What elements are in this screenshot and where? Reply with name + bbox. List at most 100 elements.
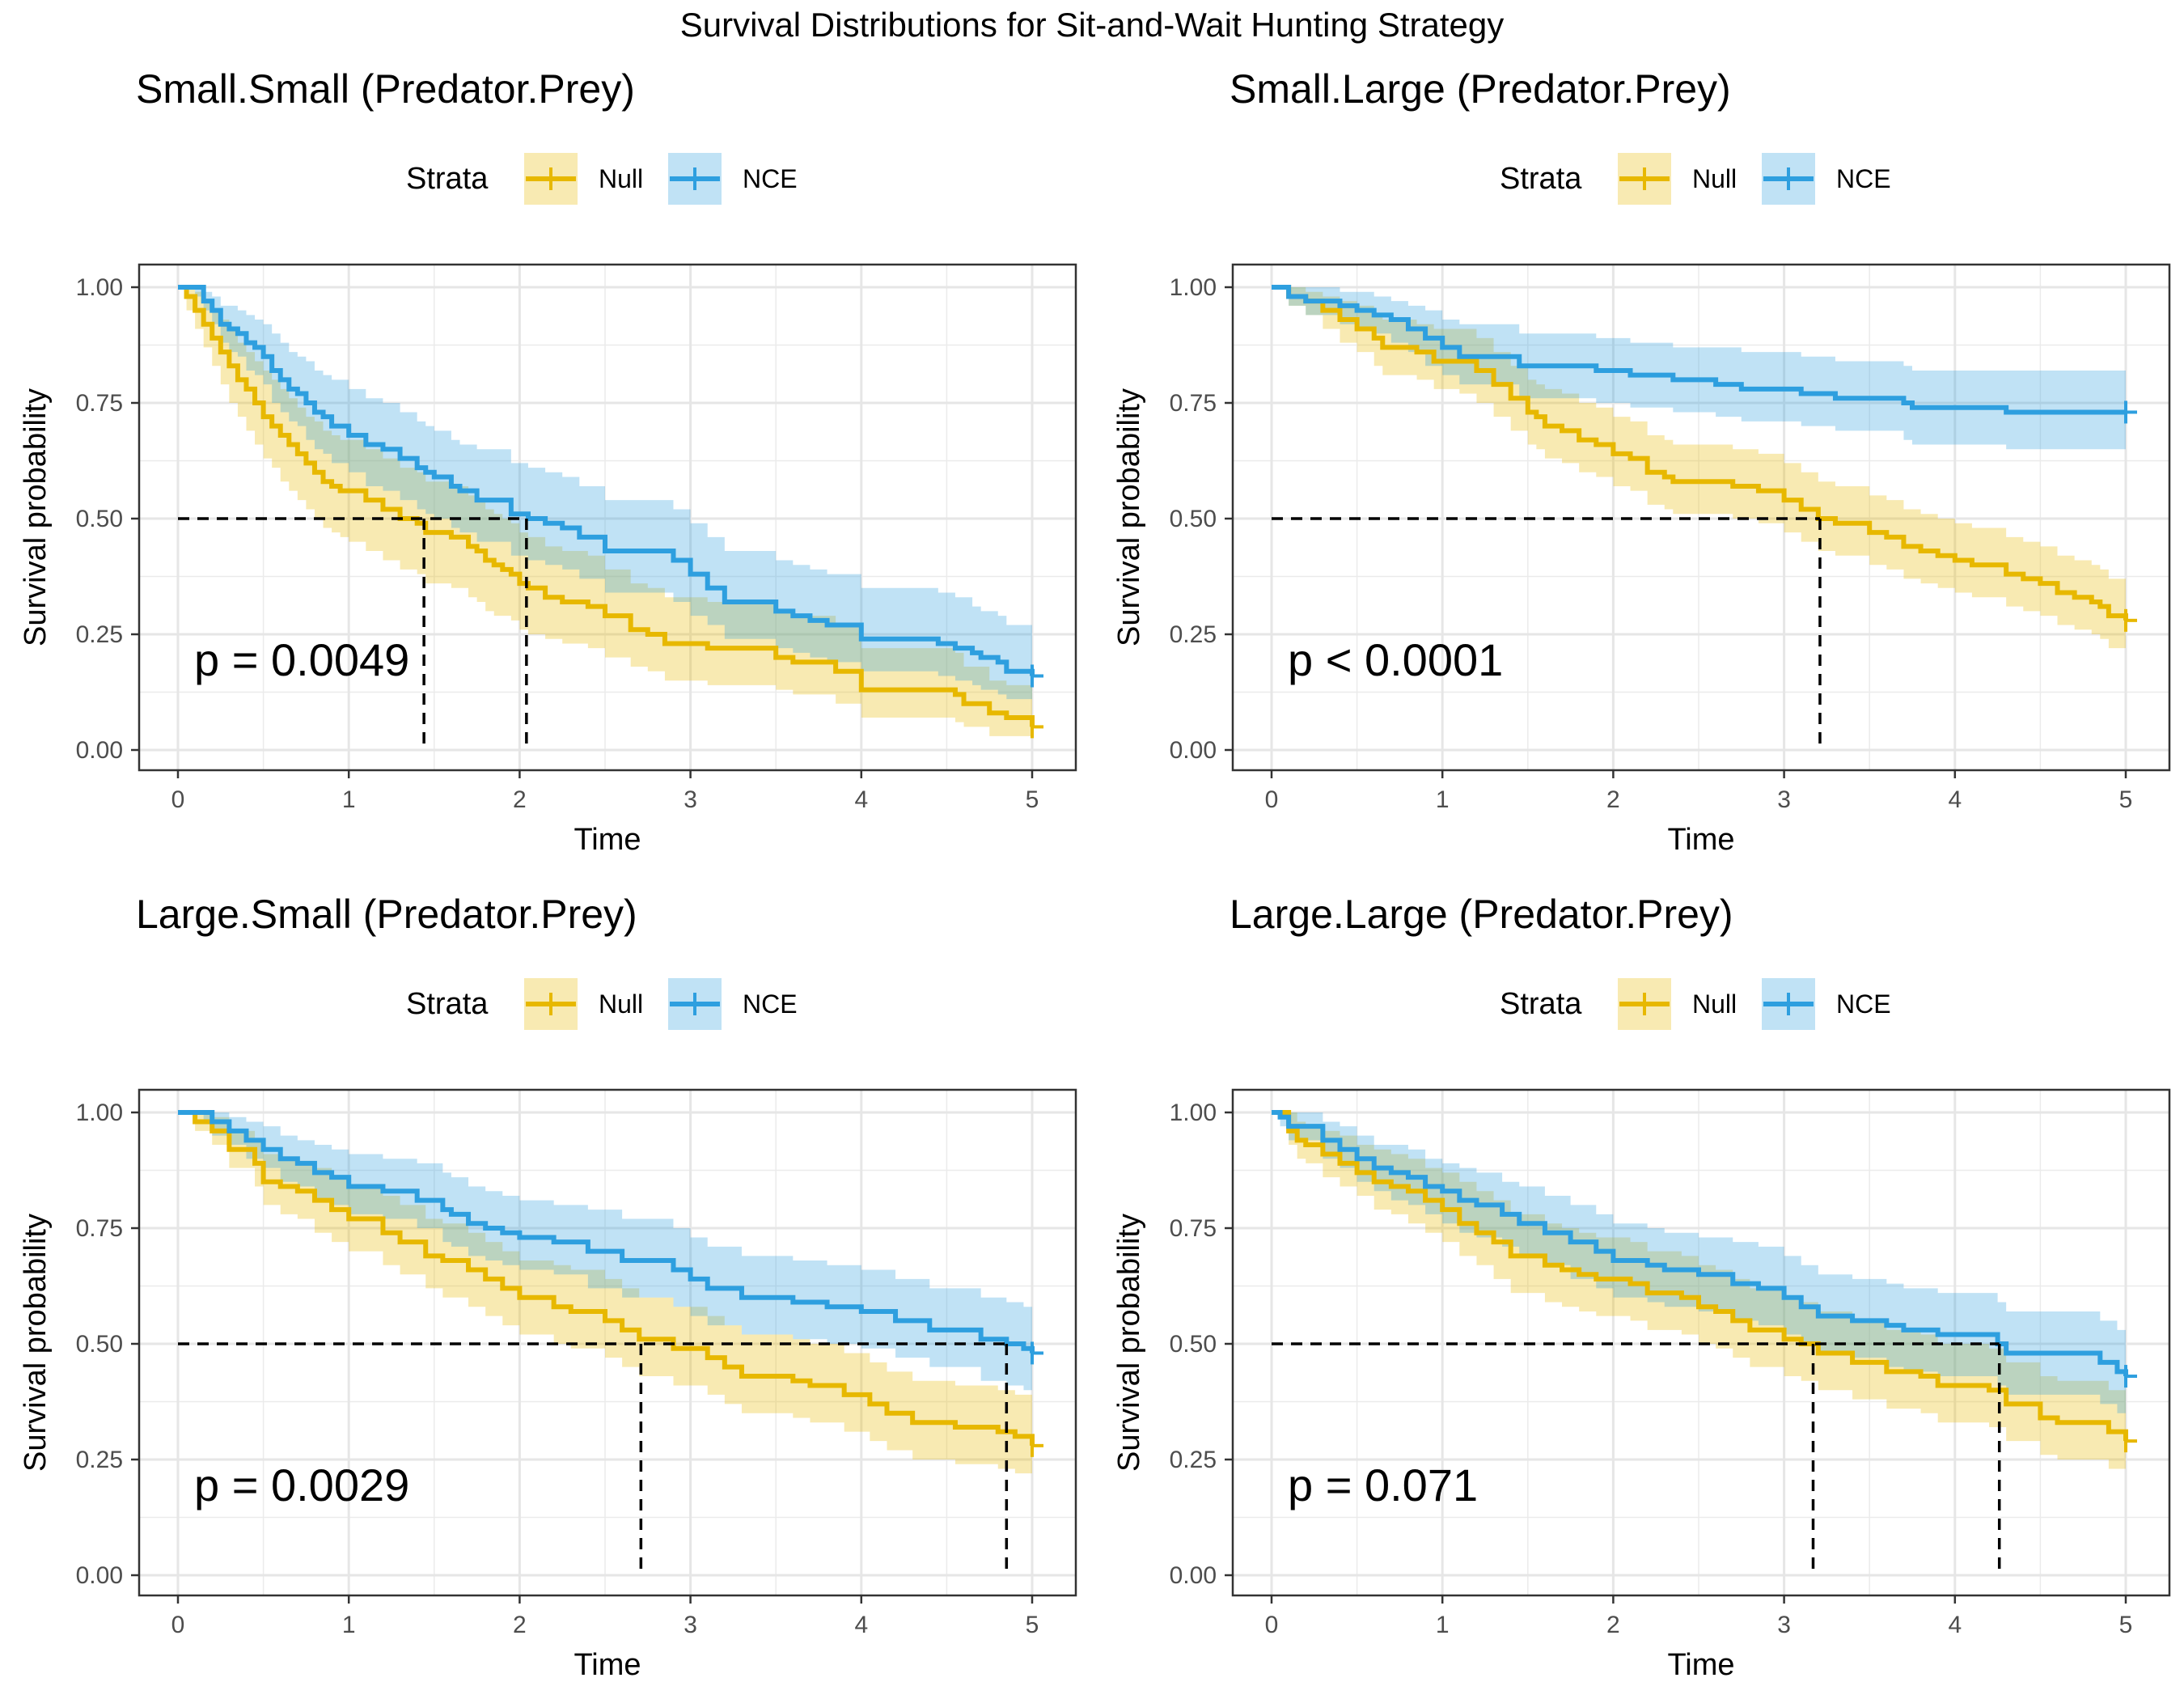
x-tick-label: 0 bbox=[1265, 1612, 1279, 1638]
chart-panels: Small.Small (Predator.Prey) Strata Null NCE… bbox=[19, 66, 2171, 1682]
x-axis-label: Time bbox=[1667, 1648, 1734, 1682]
p-value-annotation: p = 0.0029 bbox=[194, 1460, 409, 1510]
x-tick-label: 4 bbox=[1948, 1612, 1962, 1638]
legend-key-null bbox=[524, 978, 578, 1030]
ci-band-null bbox=[178, 287, 1032, 741]
x-axis-label: Time bbox=[1667, 823, 1734, 857]
x-tick-label: 3 bbox=[684, 1612, 697, 1638]
survival-line-nce bbox=[178, 285, 1035, 676]
x-tick-label: 4 bbox=[854, 786, 868, 813]
y-axis-label: Survival probability bbox=[1112, 1214, 1146, 1472]
legend-title: Strata bbox=[406, 987, 489, 1021]
legend: Strata Null NCE bbox=[1500, 978, 1891, 1030]
y-tick-label: 0.75 bbox=[1170, 1215, 1217, 1242]
ci-band-null bbox=[1272, 287, 2126, 653]
legend-title: Strata bbox=[406, 162, 489, 196]
median-lines bbox=[1272, 1342, 2001, 1575]
legend-key-nce bbox=[668, 978, 722, 1030]
legend-label-null: Null bbox=[1692, 164, 1737, 193]
x-tick-label: 3 bbox=[1777, 1612, 1791, 1638]
survival-line-null bbox=[178, 285, 1035, 727]
y-tick-label: 0.25 bbox=[76, 621, 123, 648]
x-tick-label: 2 bbox=[1606, 786, 1620, 813]
x-tick-label: 4 bbox=[1948, 786, 1962, 813]
y-tick-label: 0.50 bbox=[1170, 506, 1217, 532]
x-tick-label: 5 bbox=[1026, 1612, 1039, 1638]
legend-title: Strata bbox=[1500, 162, 1582, 196]
survival-line-null bbox=[1272, 1110, 2128, 1442]
legend-label-nce: NCE bbox=[1836, 989, 1891, 1019]
y-axis-label: Survival probability bbox=[19, 388, 53, 646]
y-tick-label: 1.00 bbox=[1170, 274, 1217, 301]
x-tick-label: 0 bbox=[171, 786, 185, 813]
legend-label-null: Null bbox=[1692, 989, 1737, 1019]
y-tick-label: 0.50 bbox=[1170, 1331, 1217, 1358]
x-tick-label: 0 bbox=[1265, 786, 1279, 813]
plot-border bbox=[138, 1088, 1077, 1597]
x-tick-label: 5 bbox=[2119, 1612, 2133, 1638]
median-lines bbox=[178, 1342, 1009, 1575]
chart-panel-1: Small.Large (Predator.Prey) Strata Null NCE… bbox=[1112, 66, 2171, 857]
panel-title: Large.Large (Predator.Prey) bbox=[1230, 892, 1733, 937]
y-tick-label: 0.25 bbox=[1170, 621, 1217, 648]
plot-border bbox=[138, 263, 1077, 772]
x-tick-label: 1 bbox=[1436, 786, 1450, 813]
y-tick-label: 0.75 bbox=[76, 1215, 123, 1242]
survival-line-nce bbox=[1272, 285, 2126, 415]
x-tick-label: 2 bbox=[1606, 1612, 1620, 1638]
x-tick-label: 2 bbox=[513, 786, 527, 813]
legend: Strata Null NCE bbox=[1500, 153, 1891, 205]
panel-title: Small.Small (Predator.Prey) bbox=[136, 66, 635, 112]
ci-band-nce bbox=[1272, 1112, 2126, 1418]
x-tick-label: 0 bbox=[171, 1612, 185, 1638]
y-tick-label: 1.00 bbox=[1170, 1099, 1217, 1126]
p-value-annotation: p < 0.0001 bbox=[1288, 634, 1503, 685]
y-tick-label: 0.00 bbox=[1170, 1562, 1217, 1589]
chart-panel-0: Small.Small (Predator.Prey) Strata Null NCE… bbox=[19, 66, 1077, 857]
survival-line-nce bbox=[1272, 1110, 2128, 1377]
plot-border bbox=[1231, 1088, 2171, 1597]
y-tick-label: 0.50 bbox=[76, 1331, 123, 1358]
legend-label-nce: NCE bbox=[1836, 164, 1891, 193]
y-tick-label: 0.00 bbox=[1170, 737, 1217, 764]
plot-border bbox=[1231, 263, 2171, 772]
survival-line-nce bbox=[178, 1110, 1035, 1354]
legend-title: Strata bbox=[1500, 987, 1582, 1021]
x-tick-label: 1 bbox=[1436, 1612, 1450, 1638]
legend-key-null bbox=[524, 153, 578, 205]
x-axis-label: Time bbox=[574, 1648, 641, 1682]
x-tick-label: 1 bbox=[342, 1612, 356, 1638]
legend-label-null: Null bbox=[599, 164, 643, 193]
legend: Strata Null NCE bbox=[406, 978, 798, 1030]
x-tick-label: 3 bbox=[684, 786, 697, 813]
y-tick-label: 1.00 bbox=[76, 274, 123, 301]
x-tick-label: 2 bbox=[513, 1612, 527, 1638]
x-tick-label: 1 bbox=[342, 786, 356, 813]
y-tick-label: 0.50 bbox=[76, 506, 123, 532]
legend-label-nce: NCE bbox=[743, 164, 798, 193]
legend-key-null bbox=[1618, 153, 1671, 205]
x-tick-label: 4 bbox=[854, 1612, 868, 1638]
y-tick-label: 0.75 bbox=[76, 390, 123, 417]
median-lines bbox=[1272, 517, 1822, 750]
survival-line-null bbox=[1272, 285, 2128, 621]
y-tick-label: 0.25 bbox=[76, 1447, 123, 1473]
legend-key-null bbox=[1618, 978, 1671, 1030]
y-tick-label: 0.00 bbox=[76, 1562, 123, 1589]
p-value-annotation: p = 0.071 bbox=[1288, 1460, 1478, 1510]
chart-panel-2: Large.Small (Predator.Prey) Strata Null NCE… bbox=[19, 892, 1077, 1682]
x-tick-label: 5 bbox=[1026, 786, 1039, 813]
legend-key-nce bbox=[1762, 978, 1815, 1030]
panel-title: Large.Small (Predator.Prey) bbox=[136, 892, 637, 937]
x-axis-label: Time bbox=[574, 823, 641, 857]
survival-line-null bbox=[178, 1110, 1035, 1446]
legend: Strata Null NCE bbox=[406, 153, 798, 205]
y-tick-label: 0.25 bbox=[1170, 1447, 1217, 1473]
p-value-annotation: p = 0.0049 bbox=[194, 634, 409, 685]
x-tick-label: 3 bbox=[1777, 786, 1791, 813]
y-tick-label: 0.75 bbox=[1170, 390, 1217, 417]
ci-band-nce bbox=[178, 287, 1032, 704]
y-axis-label: Survival probability bbox=[1112, 388, 1146, 646]
legend-label-null: Null bbox=[599, 989, 643, 1019]
